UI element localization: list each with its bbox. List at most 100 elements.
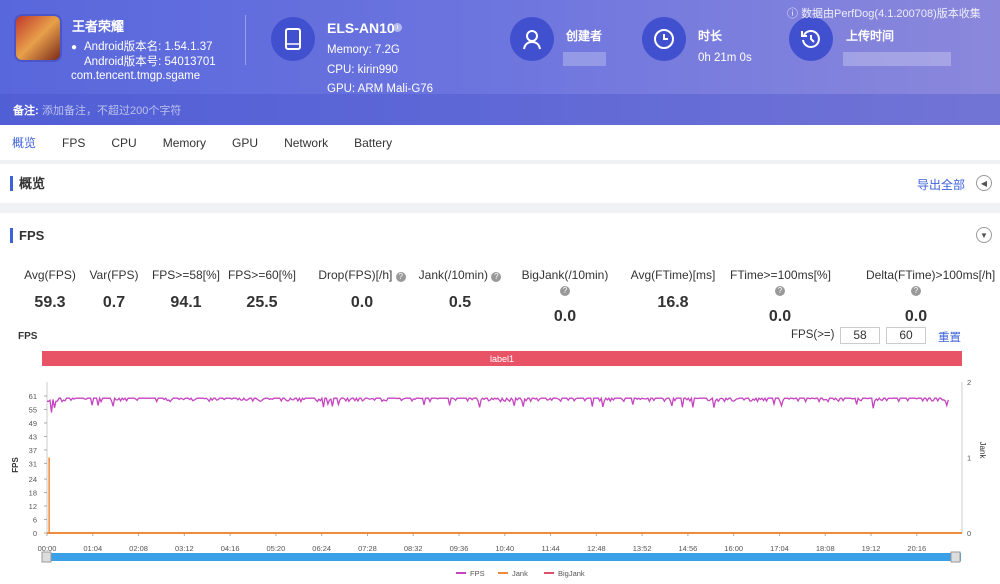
overview-title: 概览 — [10, 176, 45, 191]
tab-network[interactable]: Network — [284, 135, 329, 150]
x-tick-label: 10:40 — [495, 544, 514, 553]
export-all-link[interactable]: 导出全部 — [917, 178, 966, 192]
help-icon[interactable]: ? — [395, 272, 406, 282]
device-memory: Memory: 7.2G — [327, 44, 400, 56]
tab-battery[interactable]: Battery — [354, 135, 393, 150]
x-tick-label: 05:20 — [267, 544, 286, 553]
user-icon — [510, 17, 554, 61]
stat-value: 0.0 — [553, 308, 577, 325]
app-version-name: Android版本名: 1.54.1.37 — [84, 41, 213, 53]
x-tick-label: 00:00 — [38, 544, 57, 553]
stat-label: Var(FPS) — [64, 268, 164, 282]
stat-label: Avg(FPS) — [0, 268, 100, 282]
tab-overview[interactable]: 概览 — [12, 136, 37, 150]
stat-label: Drop(FPS)[/h] ? — [312, 268, 412, 282]
stat-value: 94.1 — [170, 294, 202, 311]
help-icon[interactable]: ? — [560, 286, 570, 296]
threshold-input-2[interactable]: 60 — [886, 327, 926, 344]
x-tick-label: 09:36 — [450, 544, 469, 553]
note-input[interactable]: 添加备注，不超过200个字符 — [42, 105, 182, 117]
app-icon — [14, 14, 62, 62]
x-tick-label: 06:24 — [312, 544, 331, 553]
stat-value: 25.5 — [246, 294, 278, 311]
fps-title: FPS — [10, 228, 44, 243]
fps-series-line — [46, 396, 949, 413]
stat-label-text: Jank(/10min) — [418, 268, 488, 282]
legend-label: Jank — [512, 569, 528, 578]
tab-bar: 概览 FPS CPU Memory GPU Network Battery — [0, 125, 1000, 160]
scroll-handle-left — [41, 551, 52, 563]
stat-label-text: FTime>=100ms[%] — [730, 268, 831, 282]
reset-link[interactable]: 重置 — [938, 332, 961, 344]
legend-label: FPS — [470, 569, 485, 578]
x-tick-label: 19:12 — [862, 544, 881, 553]
y-tick-label: 24 — [29, 475, 37, 484]
stat-value: 16.8 — [657, 294, 689, 311]
app-name: 王者荣耀 — [72, 19, 125, 34]
y-tick-label: 0 — [33, 529, 37, 538]
stat-item: FPS>=60[%] 25.5 — [212, 268, 312, 312]
android-icon: ● — [71, 42, 78, 53]
duration-label: 时长 — [698, 29, 723, 43]
stat-item: Drop(FPS)[/h] ? 0.0 — [312, 268, 412, 312]
device-cpu: CPU: kirin990 — [327, 64, 398, 76]
x-tick-label: 20:16 — [907, 544, 926, 553]
stat-item: FTime>=100ms[%] ? 0.0 — [730, 268, 831, 326]
threshold-input-1[interactable]: 58 — [840, 327, 880, 344]
expand-icon[interactable]: ▼ — [976, 227, 992, 243]
x-tick-label: 13:52 — [633, 544, 652, 553]
help-icon[interactable]: ? — [775, 286, 785, 296]
x-tick-label: 03:12 — [175, 544, 194, 553]
y-tick-label: 31 — [29, 459, 37, 468]
y-tick-label: 55 — [29, 405, 37, 414]
x-tick-label: 01:04 — [83, 544, 102, 553]
legend-label: BigJank — [558, 569, 585, 578]
y-axis-label: FPS — [11, 457, 20, 473]
y2-tick-label: 1 — [967, 454, 971, 463]
x-tick-label: 07:28 — [358, 544, 377, 553]
stat-label-text: FPS>=58[%] — [151, 268, 221, 282]
info-icon[interactable]: i — [393, 23, 402, 32]
stat-label-text: Avg(FPS) — [24, 268, 76, 282]
stat-item: BigJank(/10min) ? 0.0 — [515, 268, 615, 326]
y2-tick-label: 0 — [967, 529, 971, 538]
stat-label: FPS>=60[%] — [212, 268, 312, 282]
device-gpu: GPU: ARM Mali-G76 — [327, 83, 434, 95]
x-tick-label: 12:48 — [587, 544, 606, 553]
tab-fps[interactable]: FPS — [62, 135, 86, 150]
history-icon — [789, 17, 833, 61]
phone-icon — [271, 17, 315, 61]
x-tick-label: 17:04 — [770, 544, 789, 553]
creator-label: 创建者 — [566, 29, 603, 43]
note-label: 备注: — [13, 105, 39, 117]
stat-label: FPS>=58[%] — [136, 268, 236, 282]
collapse-icon[interactable]: ◀ — [976, 175, 992, 191]
label-band-text: label1 — [490, 354, 514, 364]
help-icon[interactable]: ? — [911, 286, 921, 296]
threshold-label: FPS(>=) — [791, 329, 835, 341]
stat-label: Jank(/10min) ? — [410, 268, 510, 282]
help-icon[interactable]: ? — [491, 272, 502, 282]
stat-value: 0.0 — [350, 294, 374, 311]
divider — [245, 15, 246, 65]
tab-cpu[interactable]: CPU — [111, 135, 137, 150]
clock-icon — [642, 17, 686, 61]
tab-memory[interactable]: Memory — [162, 135, 207, 150]
x-tick-label: 18:08 — [816, 544, 835, 553]
stat-label: BigJank(/10min) ? — [515, 268, 615, 296]
upload-label: 上传时间 — [846, 29, 895, 43]
stat-item: Var(FPS) 0.7 — [64, 268, 164, 312]
overview-card: 概览 导出全部 ◀ — [0, 164, 1000, 203]
y2-axis-label: Jank — [978, 442, 987, 460]
label-band — [42, 351, 962, 366]
y2-tick-label: 2 — [967, 378, 971, 387]
stat-item: Avg(FPS) 59.3 — [0, 268, 100, 312]
tab-gpu[interactable]: GPU — [232, 135, 259, 150]
collected-by-text: 数据由PerfDog(4.1.200708)版本收集 — [801, 8, 981, 20]
stat-label-text: Drop(FPS)[/h] — [318, 268, 393, 282]
x-tick-label: 02:08 — [129, 544, 148, 553]
app-version-code: Android版本号: 54013701 — [84, 56, 216, 68]
stat-value: 0.0 — [904, 308, 928, 325]
scroll-handle-right — [950, 551, 961, 563]
